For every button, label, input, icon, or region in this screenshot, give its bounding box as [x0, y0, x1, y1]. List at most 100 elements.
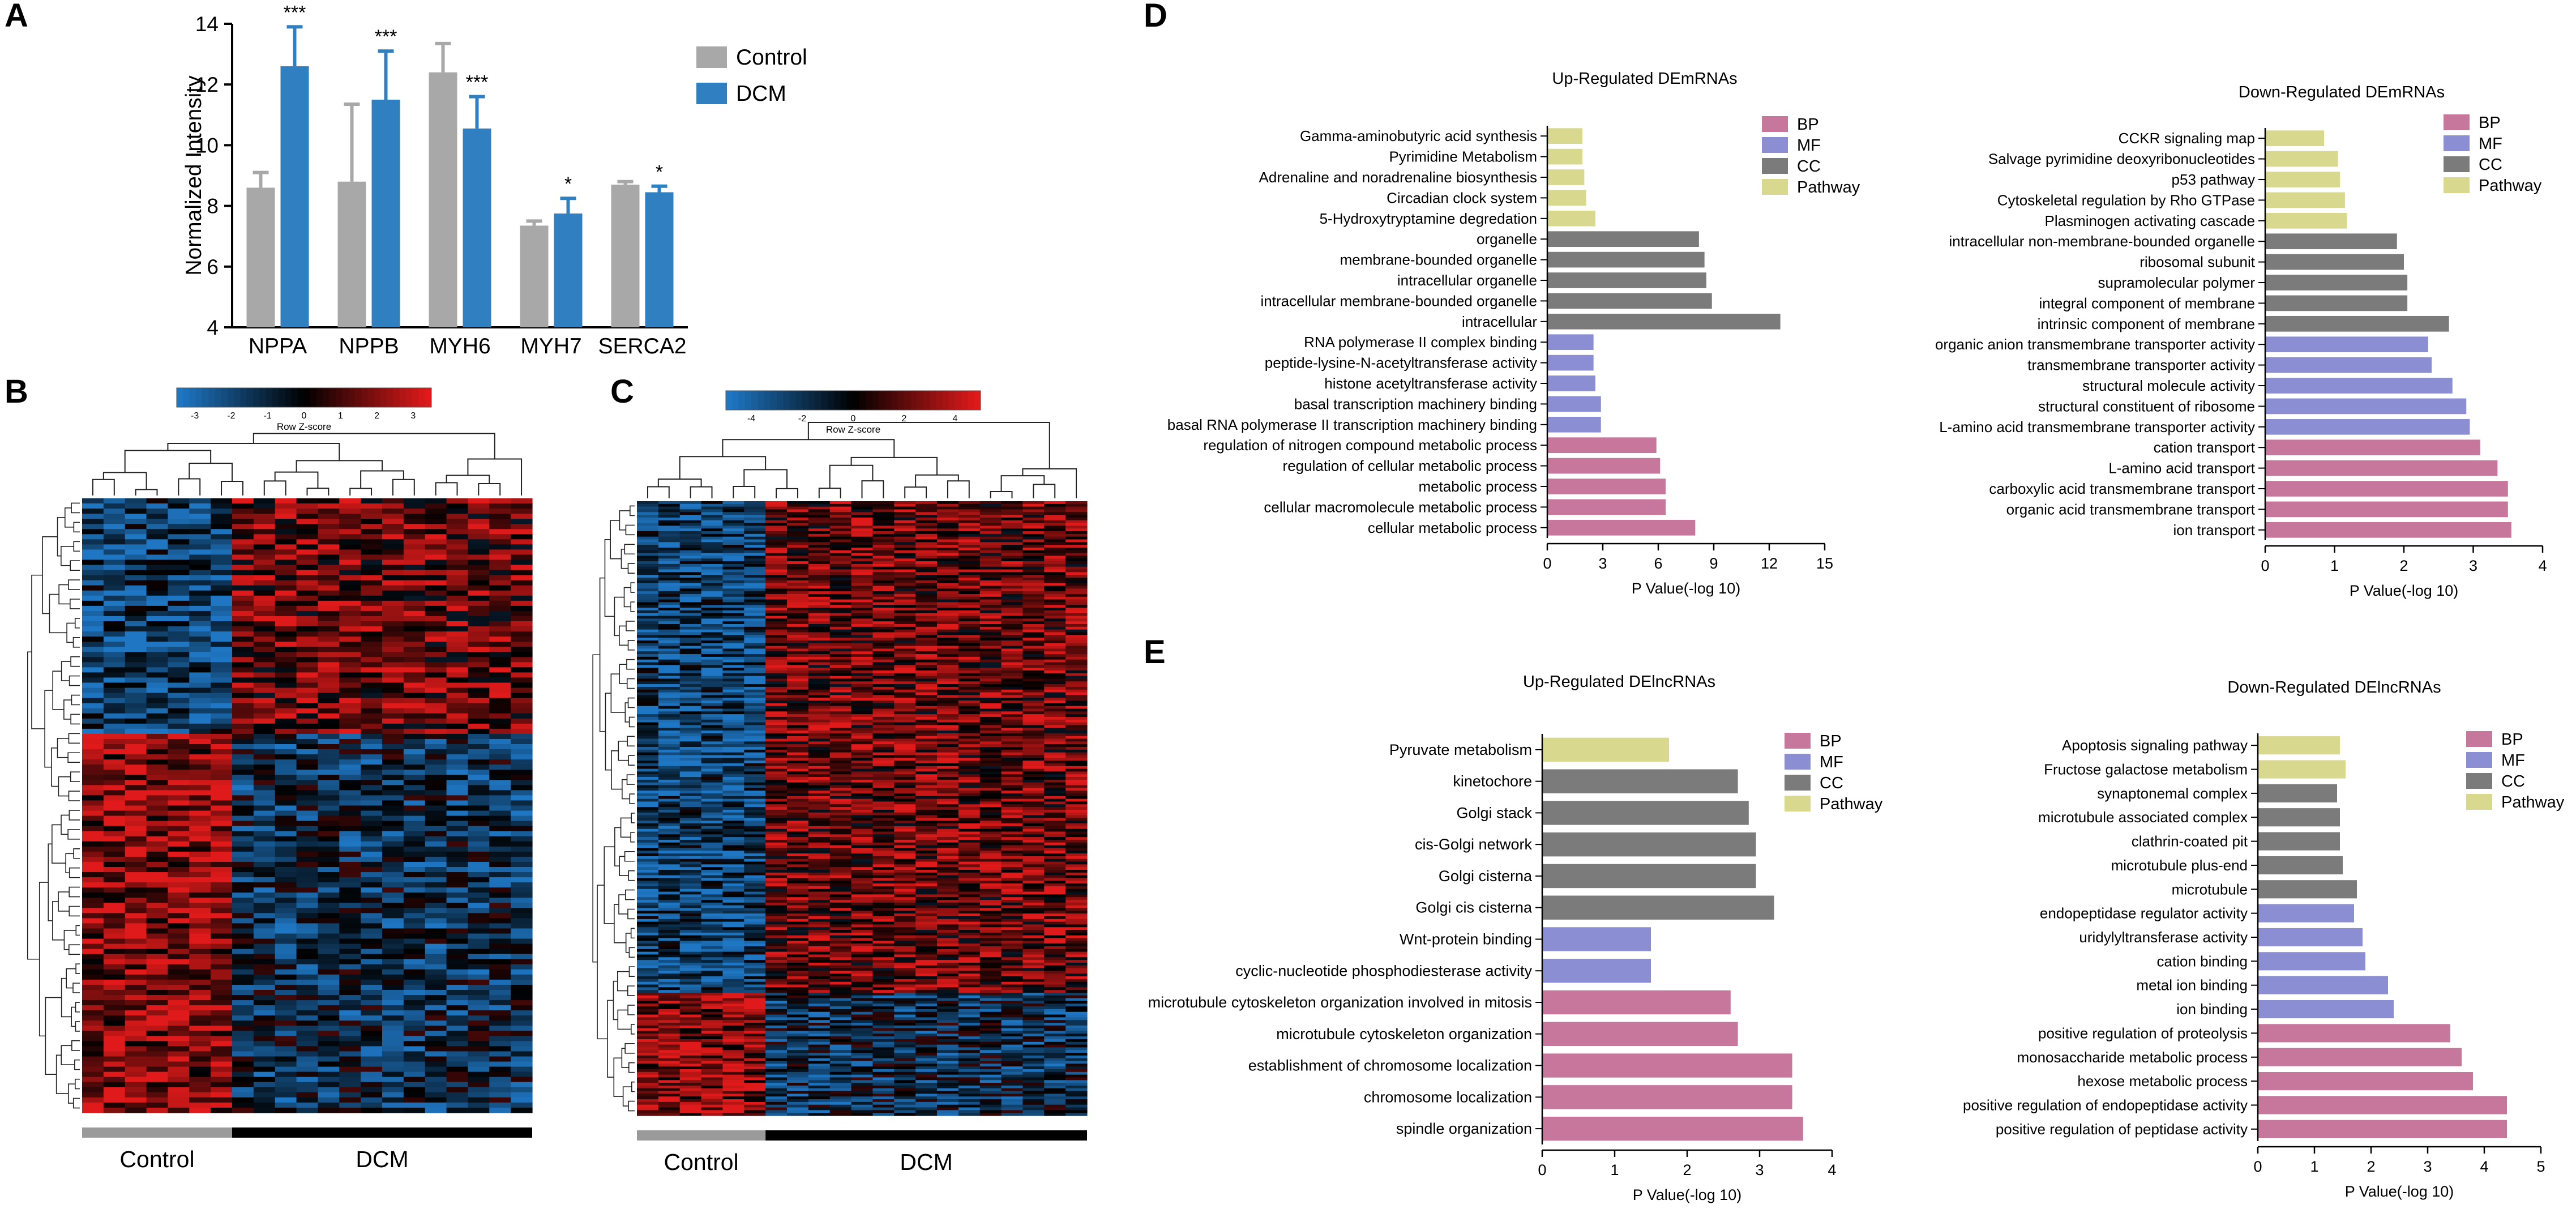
heatmap-cell — [511, 749, 532, 755]
heatmap-cell — [680, 515, 701, 518]
heatmap-cell — [147, 708, 168, 714]
heatmap-cell — [468, 754, 489, 760]
heatmap-cell — [765, 690, 787, 693]
heatmap-cell — [339, 1077, 361, 1083]
heatmap-cell — [511, 759, 532, 765]
heatmap-cell — [361, 708, 382, 714]
heatmap-cell — [744, 761, 765, 763]
heatmap-cell — [254, 703, 275, 709]
color-key-cell — [190, 388, 196, 407]
heatmap-cell — [232, 995, 254, 1001]
heatmap-cell — [1044, 545, 1066, 548]
heatmap-cell — [168, 877, 189, 883]
heatmap-cell — [511, 560, 532, 566]
heatmap-cell — [232, 647, 254, 652]
heatmap-cell — [1066, 720, 1087, 723]
heatmap-cell — [830, 578, 851, 580]
heatmap-cell — [275, 1062, 297, 1067]
heatmap-cell — [147, 626, 168, 632]
heatmap-cell — [722, 753, 744, 755]
heatmap-cell — [125, 990, 147, 996]
heatmap-cell — [1002, 646, 1023, 649]
heatmap-cell — [82, 795, 104, 801]
heatmap-cell — [980, 545, 1002, 548]
heatmap-cell — [447, 1108, 468, 1113]
heatmap-cell — [147, 529, 168, 535]
heatmap-cell — [830, 698, 851, 701]
heatmap-cell — [275, 1026, 297, 1031]
heatmap-cell — [168, 795, 189, 801]
heatmap-cell — [744, 600, 765, 603]
heatmap-cell — [468, 852, 489, 857]
heatmap-cell — [1066, 648, 1087, 651]
heatmap-cell — [872, 534, 894, 537]
heatmap-cell — [1044, 523, 1066, 526]
heatmap-cell — [1022, 657, 1044, 660]
color-key-cell — [726, 391, 733, 410]
heatmap-cell — [425, 800, 447, 806]
heatmap-cell — [361, 647, 382, 652]
heatmap-cell — [318, 503, 339, 509]
heatmap-cell — [104, 1103, 125, 1108]
heatmap-cell — [82, 544, 104, 550]
heatmap-cell — [361, 667, 382, 673]
heatmap-cell — [468, 1072, 489, 1078]
heatmap-cell — [254, 529, 275, 535]
heatmap-cell — [637, 588, 658, 591]
heatmap-cell — [125, 800, 147, 806]
heatmap-cell — [808, 588, 830, 591]
heatmap-cell — [808, 550, 830, 553]
heatmap-cell — [894, 657, 915, 660]
heatmap-cell — [168, 964, 189, 970]
heatmap-cell — [318, 714, 339, 719]
heatmap-cell — [361, 857, 382, 862]
heatmap-cell — [447, 693, 468, 699]
heatmap-cell — [680, 736, 701, 739]
heatmap-cell — [937, 594, 958, 597]
heatmap-cell — [872, 558, 894, 561]
heatmap-cell — [189, 934, 211, 939]
heatmap-cell — [658, 747, 680, 750]
heatmap-cell — [744, 736, 765, 739]
heatmap-cell — [1044, 681, 1066, 684]
heatmap-cell — [701, 651, 723, 654]
heatmap-cell — [147, 565, 168, 571]
heatmap-cell — [1066, 777, 1087, 780]
heatmap-cell — [1002, 708, 1023, 711]
heatmap-cell — [318, 565, 339, 571]
heatmap-cell — [425, 1097, 447, 1103]
heatmap-cell — [104, 667, 125, 673]
heatmap-cell — [830, 618, 851, 621]
heatmap-cell — [318, 754, 339, 760]
heatmap-cell — [125, 544, 147, 550]
heatmap-cell — [82, 964, 104, 970]
heatmap-cell — [915, 720, 937, 723]
heatmap-cell — [339, 964, 361, 970]
heatmap-cell — [830, 586, 851, 588]
heatmap-cell — [275, 549, 297, 555]
heatmap-cell — [830, 643, 851, 646]
heatmap-cell — [275, 616, 297, 622]
heatmap-cell — [211, 739, 232, 745]
heatmap-cell — [744, 695, 765, 698]
heatmap-cell — [658, 591, 680, 594]
heatmap-cell — [147, 969, 168, 975]
heatmap-cell — [447, 892, 468, 898]
heatmap-cell — [254, 892, 275, 898]
heatmap-cell — [765, 720, 787, 723]
heatmap-cell — [318, 1082, 339, 1088]
heatmap-cell — [489, 1041, 511, 1047]
heatmap-cell — [701, 507, 723, 510]
heatmap-cell — [1002, 553, 1023, 556]
heatmap-cell — [808, 597, 830, 600]
heatmap-cell — [468, 1010, 489, 1016]
heatmap-cell — [958, 545, 980, 548]
heatmap-cell — [658, 701, 680, 703]
heatmap-cell — [318, 1020, 339, 1026]
heatmap-cell — [104, 1036, 125, 1041]
heatmap-cell — [147, 959, 168, 965]
heatmap-cell — [680, 698, 701, 701]
heatmap-cell — [851, 591, 873, 594]
heatmap-cell — [658, 646, 680, 649]
heatmap-cell — [851, 711, 873, 714]
